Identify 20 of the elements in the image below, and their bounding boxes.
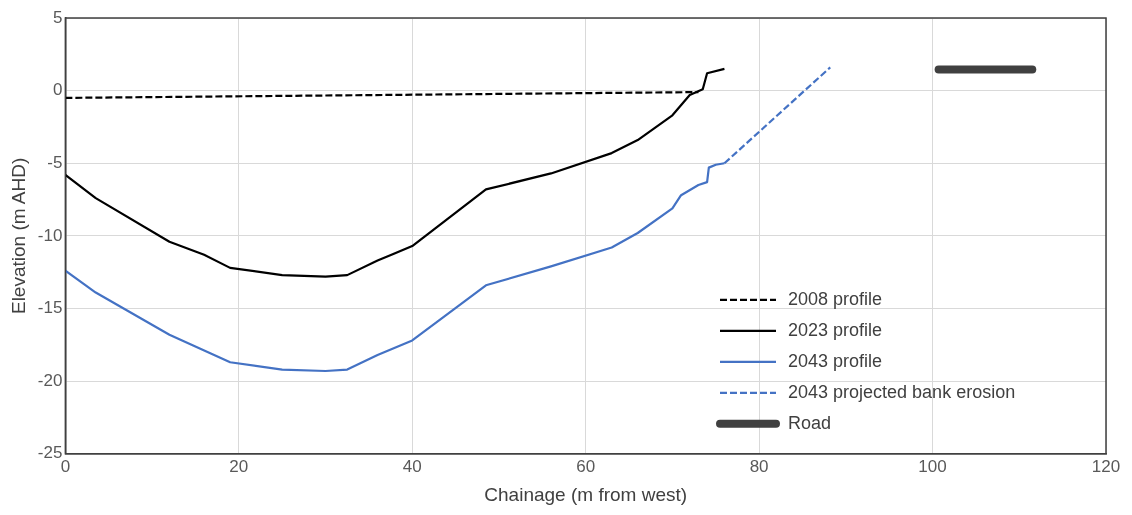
y-axis-title: Elevation (m AHD)	[7, 157, 29, 315]
x-tick-label: 60	[576, 456, 596, 476]
y-tick-label: -15	[37, 298, 63, 318]
legend-label: 2043 projected bank erosion	[788, 381, 1016, 402]
legend-label: 2023 profile	[788, 319, 883, 340]
legend-label: 2043 profile	[788, 350, 883, 371]
y-tick-label: -20	[37, 370, 63, 390]
x-tick-label: 120	[1091, 456, 1121, 476]
legend-label: Road	[788, 412, 832, 433]
x-tick-label: 80	[749, 456, 769, 476]
y-tick-label: 0	[52, 80, 63, 100]
x-tick-label: 20	[229, 456, 249, 476]
x-tick-label: 40	[402, 456, 422, 476]
x-tick-label: 100	[918, 456, 947, 476]
y-tick-label: -25	[37, 443, 63, 463]
legend-label: 2008 profile	[788, 288, 883, 309]
y-tick-label: -10	[37, 225, 63, 245]
x-axis-title: Chainage (m from west)	[484, 483, 688, 505]
y-tick-label: 5	[52, 7, 63, 27]
y-tick-label: -5	[47, 152, 63, 172]
